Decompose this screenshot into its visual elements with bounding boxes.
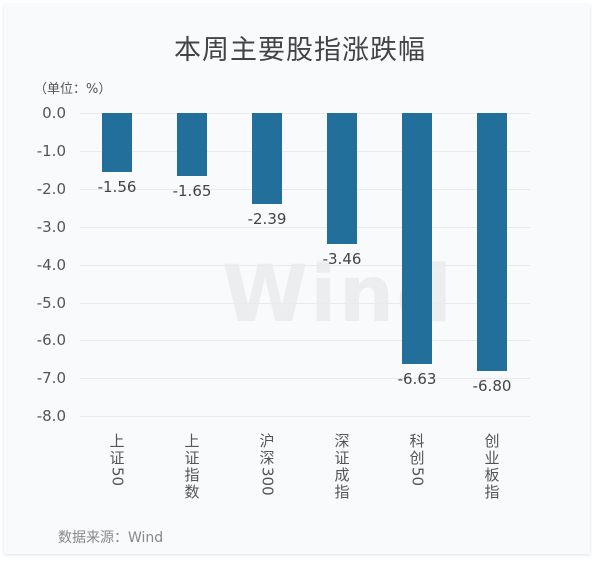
gridline [80,378,530,380]
source-note: 数据来源：Wind [58,530,164,546]
x-category-label: 创业板指 [484,432,500,501]
data-label: -2.39 [247,209,287,228]
data-label: -6.80 [472,376,512,395]
y-tick-label: -4.0 [36,255,66,274]
y-tick-label: -6.0 [36,331,66,350]
gridline [80,226,530,228]
bar-3 [252,113,282,204]
x-category-label: 深证成指 [334,432,350,501]
gridline [80,150,530,152]
chart-title: 本周主要股指涨跌幅 [174,35,426,66]
gridline [80,416,530,418]
gridline [80,264,530,266]
bar-5 [402,113,432,365]
gridline [80,188,530,190]
y-tick-label: -2.0 [36,179,66,198]
y-tick-label: -7.0 [36,369,66,388]
data-label: -1.56 [97,178,137,197]
gridline [80,113,530,114]
x-category-label: 沪深 300 [258,432,277,496]
x-category-label: 上证指数 [184,432,200,501]
unit-label: （单位：%） [34,82,112,97]
gridline [80,302,530,304]
bar-4 [327,113,357,245]
gridline [80,340,530,342]
data-label: -3.46 [322,250,362,269]
y-tick-label: -5.0 [36,293,66,312]
bar-6 [477,113,507,371]
y-tick-label: -3.0 [36,217,66,236]
bar-2 [177,113,207,176]
x-category-label: 科创 50 [408,432,427,487]
y-tick-label: -8.0 [36,407,66,426]
x-category-label: 上证 50 [108,432,127,487]
y-tick-label: -1.0 [36,141,66,160]
data-label: -6.63 [397,370,437,389]
bar-1 [102,113,132,173]
y-tick-label: 0.0 [42,104,66,122]
data-label: -1.65 [172,181,212,200]
